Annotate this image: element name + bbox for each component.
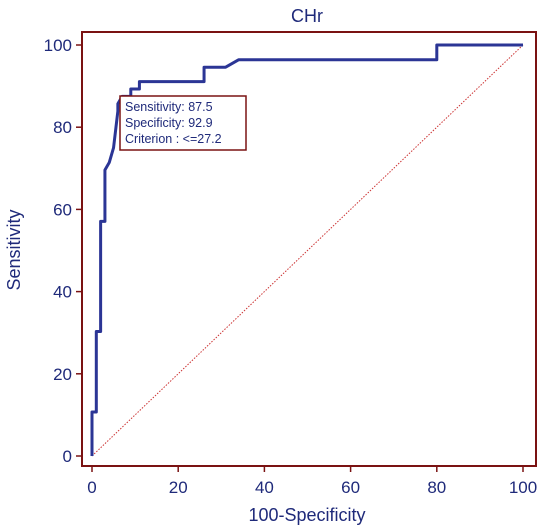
chart-title: CHr: [291, 6, 323, 26]
y-tick-label: 20: [53, 365, 72, 384]
annotation-criterion: Criterion : <=27.2: [125, 132, 222, 146]
annotation-specificity: Specificity: 92.9: [125, 116, 213, 130]
criterion-annotation: Sensitivity: 87.5 Specificity: 92.9 Crit…: [119, 95, 247, 151]
reference-diagonal: [91, 44, 524, 457]
plot-frame: [81, 31, 537, 467]
x-tick-label: 100: [509, 478, 537, 497]
annotation-sensitivity: Sensitivity: 87.5: [125, 100, 213, 114]
reference-line-layer: [91, 44, 524, 457]
x-tick-label: 0: [87, 478, 96, 497]
y-tick-label: 40: [53, 283, 72, 302]
y-axis: 0 20 40 60 80 100: [44, 36, 82, 466]
x-tick-label: 40: [255, 478, 274, 497]
y-tick-label: 80: [53, 118, 72, 137]
annotation-box: [119, 95, 247, 151]
y-tick-label: 60: [53, 200, 72, 219]
x-tick-label: 80: [427, 478, 446, 497]
y-axis-label: Sensitivity: [4, 209, 24, 290]
y-tick-label: 100: [44, 36, 72, 55]
x-axis: 0 20 40 60 80 100: [87, 466, 537, 497]
x-axis-label: 100-Specificity: [248, 505, 365, 525]
x-tick-label: 20: [169, 478, 188, 497]
x-tick-label: 60: [341, 478, 360, 497]
y-tick-label: 0: [63, 447, 72, 466]
